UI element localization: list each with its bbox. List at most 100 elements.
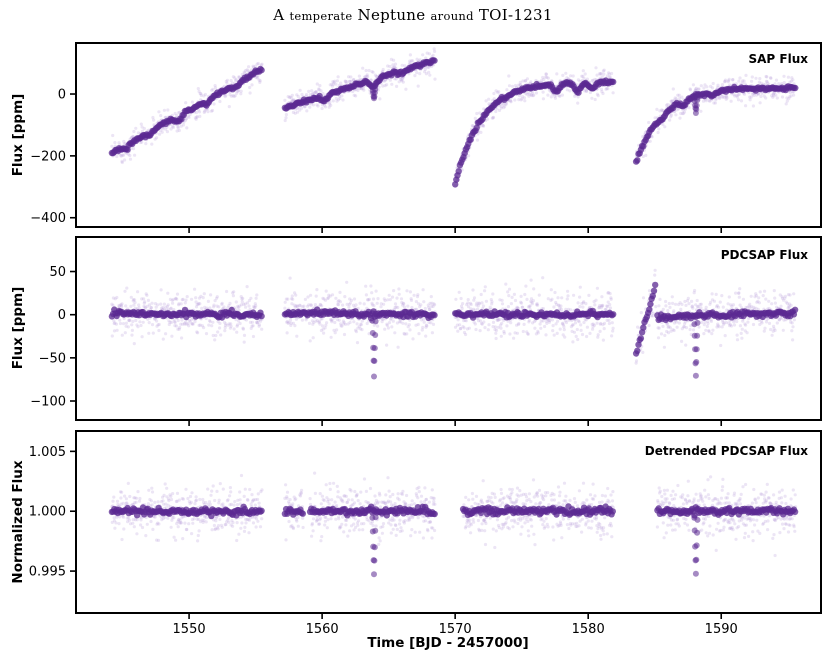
flux-point — [686, 296, 690, 300]
flux-point — [150, 486, 154, 490]
flux-point — [578, 305, 582, 309]
flux-point — [609, 297, 613, 301]
flux-point — [408, 328, 412, 332]
flux-point — [416, 293, 420, 297]
flux-point — [533, 326, 537, 330]
flux-point — [522, 96, 527, 100]
flux-point — [483, 285, 487, 289]
flux-point — [190, 297, 194, 301]
flux-point — [151, 115, 155, 120]
flux-point — [401, 321, 405, 325]
flux-point — [229, 324, 233, 328]
flux-point — [128, 157, 133, 161]
flux-point — [160, 130, 164, 134]
flux-point — [424, 334, 428, 338]
flux-point — [369, 78, 373, 82]
flux-point — [421, 288, 425, 292]
flux-point — [287, 519, 291, 524]
flux-point — [707, 330, 711, 334]
flux-point — [379, 305, 383, 309]
flux-point — [220, 301, 224, 305]
flux-point — [320, 304, 324, 308]
flux-point — [758, 77, 762, 81]
flux-point — [758, 101, 762, 105]
pdcsap-flux-ylabel: Flux [ppm] — [10, 287, 26, 370]
flux-point — [424, 72, 428, 76]
flux-point — [179, 302, 183, 306]
flux-point — [738, 324, 743, 328]
flux-point — [171, 125, 175, 129]
flux-point — [212, 523, 216, 528]
flux-point — [551, 329, 555, 333]
flux-point — [388, 298, 392, 302]
flux-point — [188, 112, 192, 117]
flux-point — [598, 329, 602, 333]
flux-point — [196, 87, 200, 91]
flux-point — [684, 326, 689, 330]
flux-point — [328, 481, 332, 486]
flux-point — [765, 75, 769, 79]
flux-point — [342, 332, 347, 337]
flux-point — [403, 64, 407, 68]
flux-point — [497, 90, 501, 94]
flux-point — [396, 305, 400, 310]
flux-point — [176, 125, 180, 129]
flux-point — [122, 139, 126, 144]
flux-point — [677, 93, 681, 97]
flux-point — [393, 302, 398, 306]
flux-point — [374, 289, 378, 293]
flux-point — [487, 102, 491, 106]
flux-point — [373, 73, 377, 77]
flux-point — [213, 338, 217, 342]
flux-point — [181, 123, 185, 127]
flux-point — [717, 325, 721, 329]
flux-point — [162, 493, 166, 497]
flux-point — [346, 498, 351, 502]
flux-point — [382, 79, 386, 83]
flux-point — [318, 492, 322, 496]
flux-point — [552, 305, 556, 309]
flux-point — [319, 502, 323, 506]
flux-point — [172, 516, 176, 520]
flux-point — [664, 304, 668, 308]
flux-point — [758, 290, 762, 294]
flux-point — [602, 327, 606, 331]
flux-point — [296, 94, 300, 99]
flux-point — [390, 295, 395, 299]
flux-point — [383, 78, 387, 82]
flux-point — [314, 90, 319, 94]
flux-point — [560, 296, 564, 300]
flux-point — [710, 292, 714, 296]
flux-point — [792, 318, 797, 322]
flux-point — [395, 84, 399, 88]
flux-point — [369, 284, 373, 288]
flux-point — [224, 79, 228, 84]
flux-point — [508, 332, 512, 336]
flux-point — [699, 84, 703, 88]
flux-point — [674, 302, 678, 306]
flux-point — [525, 77, 530, 81]
flux-point — [247, 531, 251, 535]
flux-point — [295, 519, 299, 523]
flux-point — [404, 87, 408, 91]
flux-point — [456, 329, 460, 333]
flux-point — [175, 491, 180, 495]
flux-point — [370, 70, 374, 74]
flux-point — [394, 77, 398, 81]
flux-point — [221, 487, 225, 491]
flux-point — [180, 336, 184, 340]
flux-point — [147, 321, 151, 325]
flux-point — [418, 58, 422, 62]
flux-point — [210, 528, 214, 532]
flux-point — [335, 504, 339, 508]
flux-point — [341, 500, 345, 504]
flux-point — [173, 111, 177, 116]
flux-point — [319, 539, 323, 543]
flux-point — [311, 529, 315, 533]
flux-point — [126, 325, 130, 329]
flux-point — [684, 343, 688, 347]
flux-point — [740, 327, 744, 331]
flux-point — [215, 295, 219, 299]
flux-point — [358, 86, 362, 91]
flux-point — [574, 334, 578, 338]
